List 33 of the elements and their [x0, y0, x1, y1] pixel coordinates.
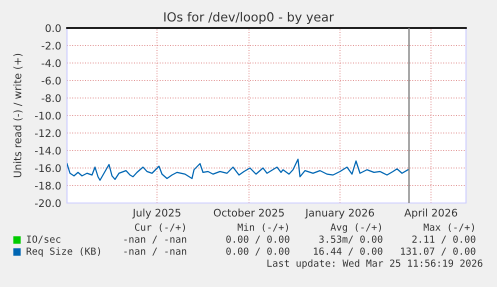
- text: 131.07 / 0.00: [401, 247, 476, 256]
- text: Max (-/+): [424, 223, 474, 232]
- text: 3.53m/ 0.00: [319, 235, 382, 244]
- x-tick-label: January 2026: [304, 208, 374, 219]
- text: Cur (-/+): [134, 223, 185, 232]
- y-tick-label: -16.0: [35, 164, 61, 172]
- x-tick-label: October 2025: [214, 208, 284, 217]
- y-tick-label: -4.0: [42, 59, 61, 68]
- y-tick-label: -12.0: [35, 129, 61, 138]
- text: 0.00 / 0.00: [226, 247, 290, 256]
- legend-label: IO/sec: [26, 235, 60, 244]
- text: -nan / -nan: [124, 236, 186, 244]
- y-tick-label: -2.0: [42, 42, 61, 50]
- text: 2.11 / 0.00: [412, 235, 476, 244]
- y-tick-label: -20.0: [35, 199, 61, 208]
- text: 16.44 / 0.00: [314, 247, 382, 256]
- y-tick-label: -18.0: [35, 182, 61, 190]
- text: Avg (-/+): [330, 223, 381, 233]
- text: -nan / -nan: [124, 248, 186, 256]
- text: Min (-/+): [238, 223, 288, 232]
- line-series: [67, 158, 409, 181]
- chart-title: IOs for /dev/loop0 - by year: [164, 12, 334, 24]
- x-tick-label: July 2025: [132, 208, 180, 219]
- y-tick-label: -6.0: [42, 76, 61, 85]
- text: Last update: Wed Mar 25 11:56:19 2026: [267, 259, 482, 269]
- text: 0.00 / 0.00: [226, 235, 290, 244]
- y-tick-label: 0.0: [46, 24, 61, 32]
- y-tick-label: -14.0: [35, 146, 61, 155]
- legend-label: Req Size (KB): [26, 247, 100, 257]
- y-tick-label: -10.0: [35, 112, 61, 120]
- y-axis-title: Units read (-) / write (+): [13, 54, 23, 178]
- y-tick-label: -8.0: [42, 94, 61, 102]
- x-tick-label: April 2026: [404, 208, 458, 219]
